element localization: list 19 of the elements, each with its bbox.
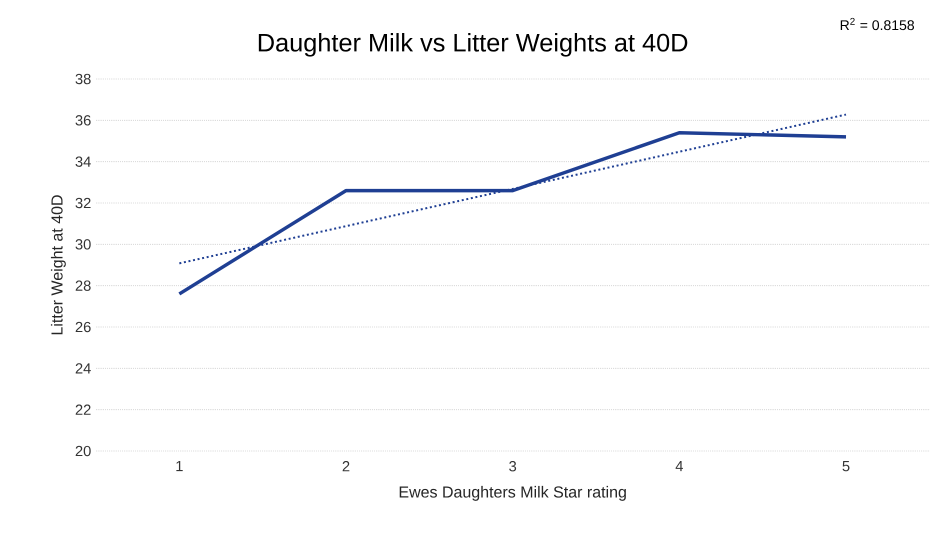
y-tick-label: 28	[76, 280, 91, 291]
chart-title: Daughter Milk vs Litter Weights at 40D	[258, 33, 688, 57]
y-tick-label: 20	[76, 446, 91, 456]
y-axis-title: Litter Weight at 40D	[50, 195, 66, 334]
y-tick-label: 36	[76, 115, 91, 126]
x-tick-label: 5	[842, 461, 850, 472]
y-tick-label: 34	[76, 156, 91, 167]
y-tick-label: 22	[76, 404, 91, 415]
y-tick-label: 24	[76, 363, 91, 374]
x-tick-label: 3	[509, 461, 516, 472]
x-axis-title: Ewes Daughters Milk Star rating	[400, 486, 626, 501]
x-tick-label: 1	[176, 461, 183, 472]
y-tick-label: 30	[76, 239, 91, 250]
x-tick-label: 4	[676, 461, 683, 472]
x-tick-label: 2	[342, 461, 350, 472]
y-tick-label: 32	[76, 198, 91, 208]
text: R$^{2}$ = 0.8158	[840, 18, 914, 30]
y-tick-label: 38	[76, 74, 91, 84]
y-tick-label: 26	[76, 322, 91, 332]
